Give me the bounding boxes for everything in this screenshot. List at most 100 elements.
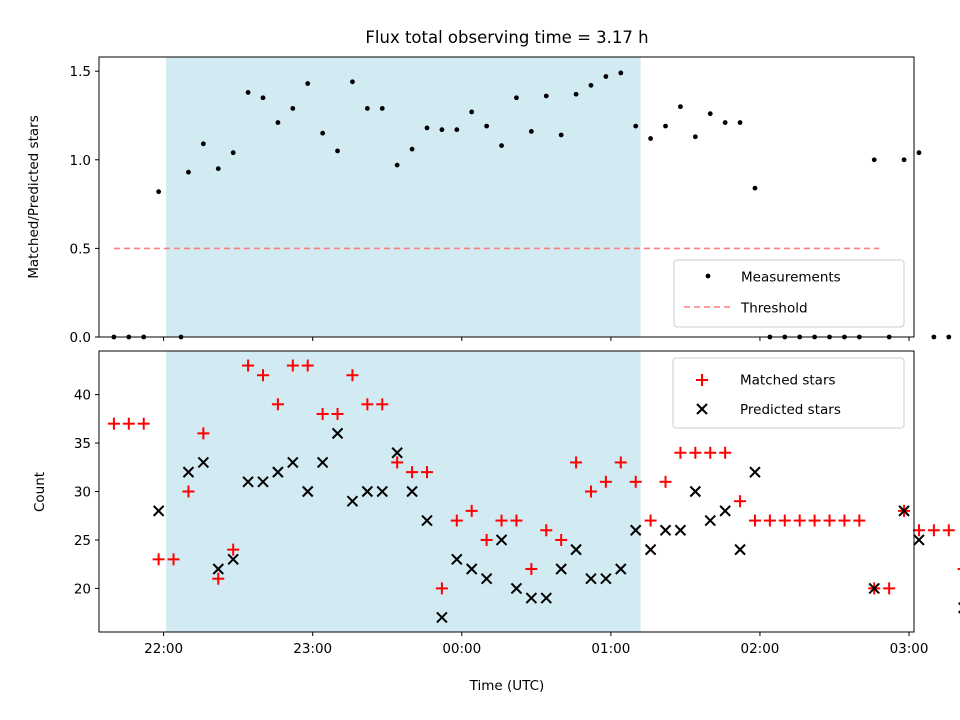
predicted-star-point [674,524,687,536]
matched-star-point [763,514,776,527]
measurement-point [722,120,728,125]
measurement-point [618,70,624,76]
bottom-x-ticks: 22:00 23:00 00:00 01:00 02:00 03:00 [144,632,928,657]
matched-star-point [584,485,597,498]
matched-star-point [853,514,866,527]
legend-matched-label: Matched stars [740,373,836,389]
top-legend: Measurements Threshold [673,259,905,328]
measurement-point [528,129,534,134]
legend-predicted-label: Predicted stars [740,402,841,418]
matched-star-point [778,514,791,527]
predicted-star-point [540,592,552,604]
x-tick-label: 22:00 [144,641,183,657]
measurement-point [916,150,922,156]
matched-star-point [420,466,433,479]
measurement-point [230,150,236,156]
matched-star-point [107,417,120,430]
matched-star-point [122,417,135,430]
predicted-star-point [257,476,269,488]
predicted-star-point [644,543,657,556]
predicted-star-point [287,456,299,469]
matched-star-point [912,524,925,537]
matched-star-point [674,446,687,459]
observing-interval-shade-bottom [166,351,641,632]
measurement-point [499,143,504,149]
measurement-point [633,123,639,129]
matched-star-point [838,514,851,527]
measurement-point [484,123,490,129]
predicted-star-point [719,505,731,517]
matched-star-point [137,417,150,430]
predicted-star-point [555,563,567,575]
matched-star-point [197,427,210,440]
measurement-point [364,105,370,111]
legend-measurements-marker [705,273,711,279]
y-tick-label: 1.0 [70,153,91,169]
measurement-point [603,74,609,79]
measurement-point [648,136,654,141]
measurement-point [394,162,400,168]
measurement-point [215,166,221,172]
predicted-star-point [466,563,478,575]
y-tick-label: 40 [74,388,91,404]
matched-star-point [480,533,493,546]
matched-star-point [570,456,583,469]
measurement-point [514,95,519,101]
measurement-point [245,90,251,95]
matched-star-point [510,514,523,527]
predicted-star-point [868,582,880,595]
predicted-star-point [182,466,195,478]
matched-star-point [316,407,329,420]
predicted-star-point [436,611,448,624]
measurement-point [931,334,937,340]
measurement-point [678,104,683,110]
matched-star-point [614,456,627,469]
measurement-point [186,169,191,175]
matched-star-point [942,524,955,537]
matched-star-point [659,475,672,488]
measurement-point [558,132,564,138]
matched-star-point [450,514,463,527]
measurement-point [335,148,340,154]
bottom-x-axis-label: Time (UTC) [469,678,545,694]
predicted-star-point [316,456,329,469]
measurement-point [543,93,549,99]
matched-star-point [376,398,389,411]
top-y-ticks: 0.0 0.5 1.0 1.5 [70,64,99,346]
predicted-star-point [212,563,224,575]
x-tick-label: 00:00 [442,641,481,657]
predicted-star-point [704,514,716,527]
predicted-star-point [376,485,388,498]
x-tick-label: 02:00 [740,641,779,657]
matched-star-point [242,359,255,372]
matched-star-point [346,369,359,382]
measurement-point [290,105,296,111]
measurement-point [409,146,415,152]
bottom-y-axis-label: Count [32,472,48,512]
matched-star-point [152,553,165,566]
measurement-point [424,125,430,131]
predicted-star-point [421,514,433,527]
predicted-star-point [570,543,582,556]
y-tick-label: 1.5 [70,64,91,80]
measurement-point [439,127,445,133]
predicted-star-point [510,582,523,595]
measurement-point [573,91,579,97]
matched-star-point [644,514,657,527]
x-tick-label: 23:00 [293,641,332,657]
matched-star-point [748,514,761,527]
predicted-star-point [302,485,314,498]
matched-star-point [927,524,940,537]
matched-star-point [808,514,821,527]
observing-interval-shade [166,57,641,337]
y-tick-label: 25 [74,533,91,549]
predicted-star-point [152,505,165,517]
measurement-point [469,109,475,115]
y-tick-label: 35 [74,436,91,452]
predicted-star-point [615,563,627,575]
measurement-point [379,105,385,111]
measurement-point [901,157,907,163]
predicted-star-point [749,466,761,478]
measurement-point [260,95,266,101]
measurement-point [737,120,743,125]
